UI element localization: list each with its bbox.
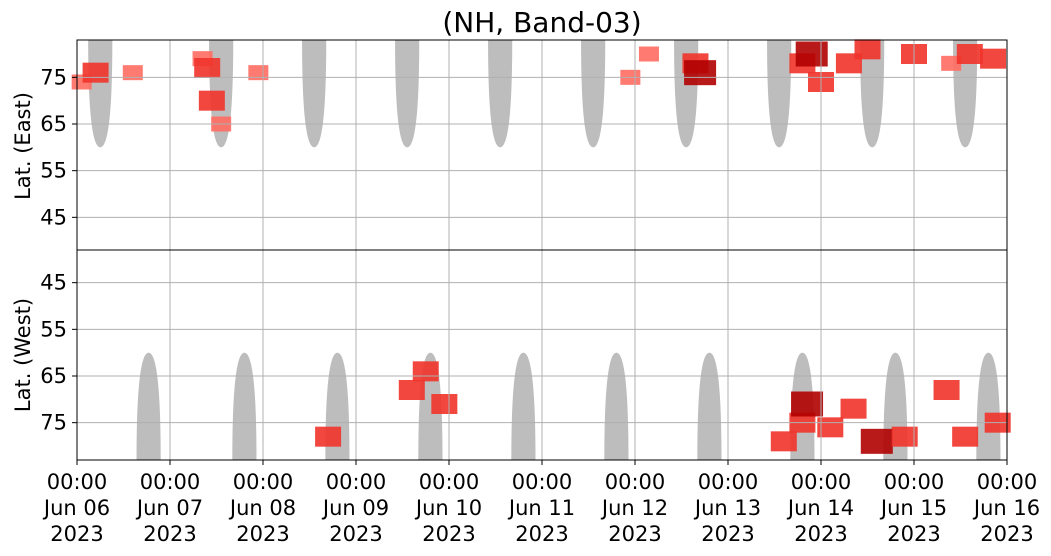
activity-east-5 — [198, 90, 225, 111]
x-tick-label-line: 00:00 — [884, 470, 945, 494]
night-region-west-1 — [232, 352, 257, 460]
activity-west-6 — [791, 391, 824, 417]
activity-west-2 — [412, 361, 439, 382]
activity-east-11 — [684, 60, 717, 86]
x-tick-label-line: 2023 — [608, 522, 661, 546]
activity-east-20 — [980, 48, 1007, 69]
x-tick-label-line: 2023 — [515, 522, 568, 546]
activity-east-2 — [122, 65, 143, 81]
x-tick-label-9: 00:00 Jun 15 2023 — [879, 470, 947, 546]
activity-east-7 — [248, 65, 269, 81]
night-region-west-4 — [511, 352, 536, 460]
activity-west-11 — [933, 380, 960, 400]
night-region-east-0 — [88, 40, 113, 148]
x-tick-label-line: Jun 13 — [693, 496, 761, 520]
x-tick-label-4: 00:00 Jun 10 2023 — [414, 470, 482, 546]
y-axis-label-west: Lat. (West) — [11, 298, 35, 412]
chart-title: (NH, Band-03) — [442, 6, 641, 39]
x-tick-label-line: 00:00 — [326, 470, 387, 494]
night-region-east-7 — [767, 40, 792, 148]
activity-west-9 — [860, 428, 893, 454]
x-tick-label-line: Jun 06 — [42, 496, 110, 520]
y-tick-label-east: 55 — [40, 159, 67, 183]
night-region-east-4 — [488, 40, 513, 148]
x-tick-label-line: 2023 — [143, 522, 196, 546]
x-tick-label-8: 00:00 Jun 14 2023 — [786, 470, 854, 546]
x-tick-label-line: 2023 — [980, 522, 1033, 546]
x-tick-label-7: 00:00 Jun 13 2023 — [693, 470, 761, 546]
y-tick-label-west: 55 — [40, 317, 67, 341]
x-tick-label-line: 00:00 — [419, 470, 480, 494]
x-tick-label-line: Jun 08 — [228, 496, 296, 520]
y-tick-label-west: 65 — [40, 364, 67, 388]
activity-east-19 — [956, 44, 983, 64]
y-tick-label-west: 75 — [40, 411, 67, 435]
activity-west-1 — [398, 380, 425, 400]
x-tick-label-0: 00:00 Jun 06 2023 — [42, 470, 110, 546]
x-tick-label-line: 00:00 — [47, 470, 108, 494]
night-region-west-5 — [604, 352, 629, 460]
x-tick-label-line: Jun 14 — [786, 496, 854, 520]
night-region-west-9 — [976, 352, 1001, 460]
night-region-west-0 — [136, 352, 161, 460]
activity-west-10 — [891, 426, 918, 447]
x-tick-label-line: 2023 — [422, 522, 475, 546]
x-tick-label-line: Jun 11 — [507, 496, 575, 520]
x-tick-label-line: 2023 — [701, 522, 754, 546]
x-tick-label-line: 00:00 — [977, 470, 1038, 494]
activity-west-8 — [840, 398, 867, 419]
x-tick-label-line: 00:00 — [605, 470, 666, 494]
x-tick-label-2: 00:00 Jun 08 2023 — [228, 470, 296, 546]
x-tick-label-line: 2023 — [329, 522, 382, 546]
x-tick-label-line: 2023 — [236, 522, 289, 546]
activity-west-12 — [952, 426, 979, 447]
x-tick-label-line: 00:00 — [698, 470, 759, 494]
night-region-east-3 — [395, 40, 420, 148]
activity-east-1 — [82, 62, 109, 83]
x-tick-label-line: Jun 16 — [972, 496, 1040, 520]
night-region-west-6 — [697, 352, 722, 460]
x-tick-label-line: 00:00 — [140, 470, 201, 494]
x-tick-label-line: Jun 12 — [600, 496, 668, 520]
plot-area — [71, 39, 1011, 461]
y-tick-label-east: 65 — [40, 112, 67, 136]
x-tick-label-line: Jun 15 — [879, 496, 947, 520]
activity-east-4 — [194, 58, 221, 78]
x-tick-label-line: 2023 — [50, 522, 103, 546]
x-tick-label-line: 2023 — [887, 522, 940, 546]
night-region-east-5 — [581, 40, 606, 148]
y-tick-label-west: 45 — [40, 271, 67, 295]
x-tick-label-line: Jun 10 — [414, 496, 482, 520]
x-tick-label-line: 2023 — [794, 522, 847, 546]
activity-east-13 — [795, 41, 828, 67]
activity-east-18 — [941, 55, 962, 71]
x-tick-label-line: 00:00 — [233, 470, 294, 494]
x-tick-label-6: 00:00 Jun 12 2023 — [600, 470, 668, 546]
y-axis: 45 55 65 75 75 65 55 45 — [40, 65, 77, 435]
activity-east-9 — [638, 46, 659, 62]
x-tick-label-5: 00:00 Jun 11 2023 — [507, 470, 575, 546]
x-tick-label-10: 00:00 Jun 16 2023 — [972, 470, 1040, 546]
activity-west-0 — [315, 426, 342, 447]
activity-west-4 — [770, 431, 797, 452]
x-tick-label-line: 00:00 — [512, 470, 573, 494]
x-tick-label-3: 00:00 Jun 09 2023 — [321, 470, 389, 546]
y-axis-label-east: Lat. (East) — [11, 92, 35, 200]
y-tick-label-east: 45 — [40, 205, 67, 229]
x-tick-label-1: 00:00 Jun 07 2023 — [135, 470, 203, 546]
activity-west-3 — [431, 394, 458, 414]
x-tick-label-line: Jun 09 — [321, 496, 389, 520]
y-tick-label-east: 75 — [40, 65, 67, 89]
x-tick-label-line: Jun 07 — [135, 496, 203, 520]
night-region-east-8 — [860, 40, 885, 148]
night-region-east-2 — [302, 40, 327, 148]
activity-east-16 — [854, 39, 881, 60]
x-tick-label-line: 00:00 — [791, 470, 852, 494]
